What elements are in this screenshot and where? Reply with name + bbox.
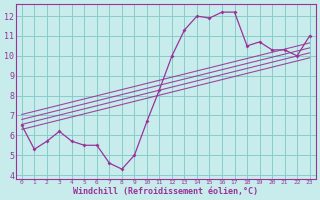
X-axis label: Windchill (Refroidissement éolien,°C): Windchill (Refroidissement éolien,°C) <box>73 187 258 196</box>
